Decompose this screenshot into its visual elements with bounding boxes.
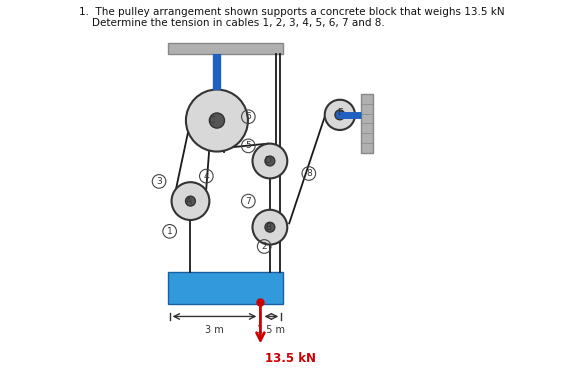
Text: 1.5 m: 1.5 m bbox=[258, 325, 286, 335]
Circle shape bbox=[265, 156, 275, 166]
Bar bbox=[168, 43, 283, 54]
Text: C: C bbox=[208, 116, 214, 125]
Text: 13.5 kN: 13.5 kN bbox=[265, 352, 316, 365]
Text: 2: 2 bbox=[262, 242, 267, 251]
Text: 3 m: 3 m bbox=[205, 325, 224, 335]
Text: A: A bbox=[186, 197, 192, 206]
Text: 1.  The pulley arrangement shown supports a concrete block that weighs 13.5 kN: 1. The pulley arrangement shown supports… bbox=[79, 7, 505, 17]
Bar bbox=[168, 272, 283, 304]
Text: 6: 6 bbox=[245, 112, 251, 121]
Circle shape bbox=[265, 222, 275, 232]
Text: E: E bbox=[338, 109, 343, 117]
Circle shape bbox=[325, 100, 355, 130]
Text: 5: 5 bbox=[245, 141, 251, 150]
Bar bbox=[361, 94, 373, 153]
Text: 8: 8 bbox=[306, 169, 312, 178]
Circle shape bbox=[252, 210, 287, 245]
Circle shape bbox=[186, 196, 196, 206]
Text: D: D bbox=[265, 157, 272, 165]
Text: 1: 1 bbox=[167, 227, 172, 236]
Circle shape bbox=[252, 144, 287, 178]
Text: Determine the tension in cables 1, 2, 3, 4, 5, 6, 7 and 8.: Determine the tension in cables 1, 2, 3,… bbox=[79, 18, 385, 29]
Text: 7: 7 bbox=[245, 197, 251, 206]
Circle shape bbox=[335, 110, 345, 120]
Text: 3: 3 bbox=[156, 177, 162, 186]
Circle shape bbox=[172, 182, 210, 220]
Circle shape bbox=[186, 90, 248, 152]
Text: 4: 4 bbox=[204, 171, 209, 181]
Text: B: B bbox=[265, 223, 271, 232]
Circle shape bbox=[210, 113, 224, 128]
